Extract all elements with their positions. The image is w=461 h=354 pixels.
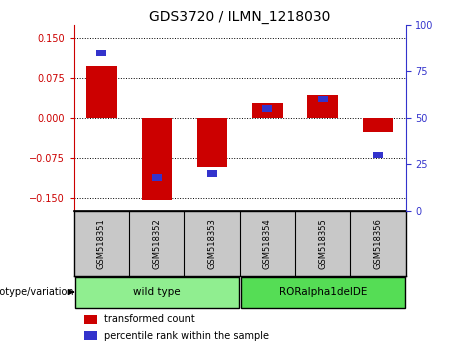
Bar — [252, 103, 283, 118]
Text: GSM518355: GSM518355 — [318, 218, 327, 269]
Bar — [84, 331, 97, 340]
Text: wild type: wild type — [133, 287, 181, 297]
FancyBboxPatch shape — [75, 277, 239, 308]
Text: genotype/variation: genotype/variation — [0, 287, 74, 297]
Title: GDS3720 / ILMN_1218030: GDS3720 / ILMN_1218030 — [149, 10, 331, 24]
Bar — [207, 171, 217, 177]
Bar — [307, 96, 338, 118]
Text: GSM518352: GSM518352 — [152, 218, 161, 269]
Bar — [197, 118, 227, 167]
Bar — [363, 118, 393, 132]
Bar — [86, 66, 117, 118]
Text: GSM518354: GSM518354 — [263, 218, 272, 269]
Text: percentile rank within the sample: percentile rank within the sample — [104, 331, 269, 341]
Bar — [96, 50, 106, 56]
Text: GSM518353: GSM518353 — [207, 218, 217, 269]
Text: RORalpha1delDE: RORalpha1delDE — [278, 287, 367, 297]
Text: transformed count: transformed count — [104, 314, 195, 324]
Text: GSM518356: GSM518356 — [373, 218, 383, 269]
Bar — [84, 315, 97, 324]
Text: GSM518351: GSM518351 — [97, 218, 106, 269]
Bar — [318, 96, 328, 102]
FancyBboxPatch shape — [241, 277, 405, 308]
Bar — [262, 105, 272, 112]
Bar — [142, 118, 172, 200]
Bar — [152, 174, 162, 181]
Bar — [373, 152, 383, 158]
